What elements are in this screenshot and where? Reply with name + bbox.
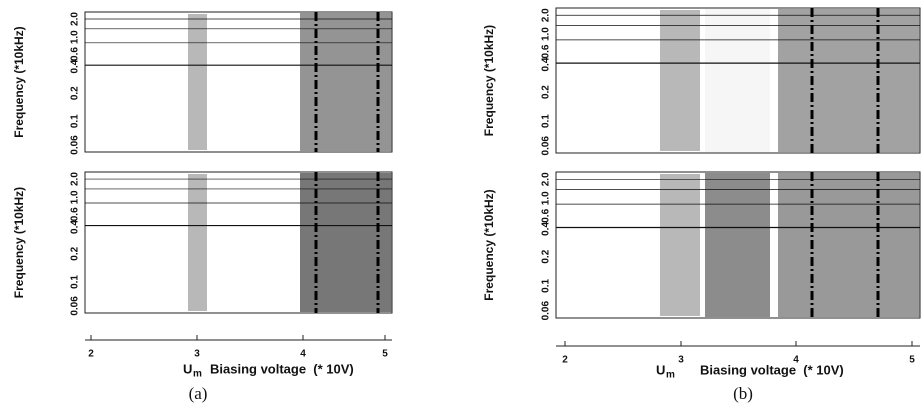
spectrogram-texture (705, 173, 770, 317)
y-tick-label: 2.0 (541, 8, 552, 22)
x-tick-label: 2 (88, 349, 94, 360)
y-tick-label: 0.06 (541, 136, 552, 156)
y-tick-label: 2.0 (70, 172, 81, 186)
y-axis-label: Frequency (*10kHz) (12, 26, 26, 137)
caption: (b) (733, 384, 753, 403)
y-axis-label: Frequency (*10kHz) (12, 187, 26, 298)
y-tick-label: 0.2 (541, 85, 552, 99)
x-tick-label: 3 (194, 349, 200, 360)
x-tick-label: 2 (562, 355, 568, 366)
spectrogram-band (660, 10, 700, 151)
x-axis-label: Biasing voltage (* 10V) (700, 362, 844, 377)
y-tick-label: 0.6 (541, 208, 552, 222)
y-tick-label: 0.4 (70, 59, 81, 73)
y-tick-label: 0.2 (70, 86, 81, 100)
y-tick-label: 0.06 (70, 135, 81, 155)
y-tick-label: 0.06 (70, 296, 81, 316)
y-tick-label: 0.6 (541, 44, 552, 58)
spectrogram-band (188, 14, 207, 150)
y-tick-label: 0.4 (541, 57, 552, 71)
spectrogram-texture (778, 173, 920, 317)
x-axis-label: Biasing voltage (* 10V) (210, 361, 354, 376)
spectrogram-texture (778, 9, 920, 152)
x-tick-label: 3 (678, 355, 684, 366)
y-tick-label: 0.6 (70, 47, 81, 61)
y-tick-label: 0.1 (541, 278, 552, 292)
spectrogram-band (660, 174, 700, 316)
spectrogram-texture (705, 9, 770, 152)
spectrogram-band (188, 174, 207, 311)
y-tick-label: 0.1 (541, 114, 552, 128)
y-tick-label: 0.6 (70, 207, 81, 221)
y-tick-label: 0.1 (70, 275, 81, 289)
x-marker-sub: m (666, 370, 675, 381)
caption: (a) (189, 384, 208, 403)
y-tick-label: 0.2 (541, 249, 552, 263)
x-tick-label: 4 (300, 349, 306, 360)
y-tick-label: 0.1 (70, 114, 81, 128)
y-tick-label: 1.0 (70, 190, 81, 204)
x-tick-label: 5 (382, 349, 388, 360)
y-axis-label: Frequency (*10kHz) (482, 189, 496, 300)
x-tick-label: 4 (793, 355, 799, 366)
y-tick-label: 1.0 (541, 27, 552, 41)
y-tick-label: 0.2 (70, 246, 81, 260)
x-marker: U (183, 361, 192, 376)
x-marker: U (656, 362, 665, 377)
y-tick-label: 1.0 (70, 30, 81, 44)
x-tick-label: 5 (909, 355, 915, 366)
y-tick-label: 2.0 (70, 12, 81, 26)
y-axis-label: Frequency (*10kHz) (482, 25, 496, 136)
x-marker-sub: m (193, 369, 202, 380)
y-tick-label: 0.4 (70, 220, 81, 234)
y-tick-label: 0.4 (541, 222, 552, 236)
y-tick-label: 0.06 (541, 301, 552, 321)
y-tick-label: 1.0 (541, 191, 552, 205)
y-tick-label: 2.0 (541, 172, 552, 186)
